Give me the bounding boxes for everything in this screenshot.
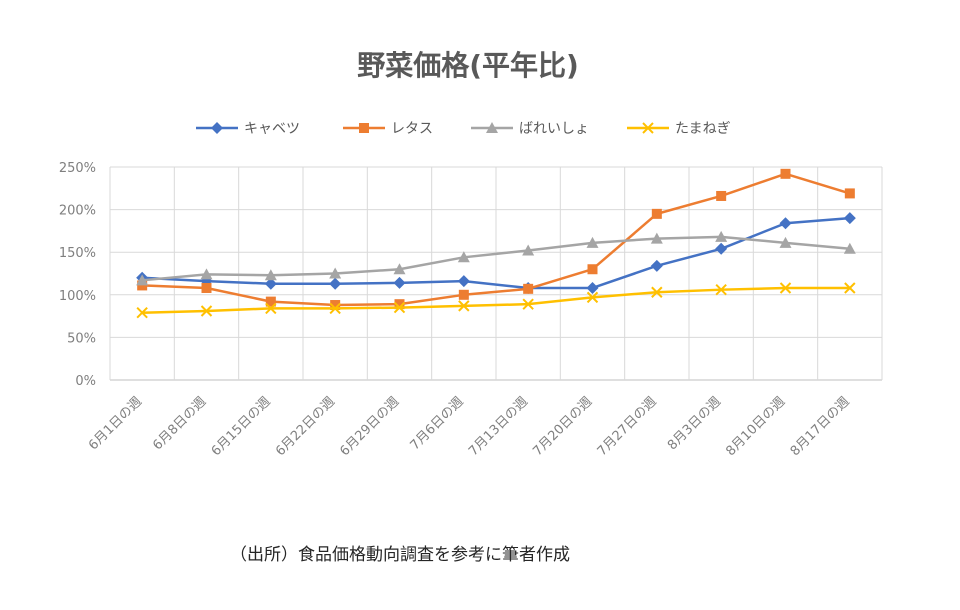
data-point <box>522 298 534 310</box>
x-tick-label: 8月17日の週 <box>788 394 853 459</box>
chart-title: 野菜価格(平年比) <box>357 49 579 82</box>
data-point <box>586 236 599 248</box>
data-point <box>716 190 727 201</box>
data-point <box>200 305 213 317</box>
data-point <box>650 232 663 244</box>
data-point <box>211 122 223 134</box>
data-point <box>844 282 856 294</box>
y-tick-label: 150% <box>59 246 96 261</box>
data-point <box>265 302 277 315</box>
y-tick-label: 0% <box>75 374 96 389</box>
series-たまねぎ <box>136 282 856 319</box>
data-point <box>393 276 406 289</box>
legend-label: ばれいしょ <box>519 121 589 137</box>
x-tick-label: 8月3日の週 <box>665 394 724 453</box>
source-note: （出所）食品価格動向調査を参考に筆者作成 <box>230 545 570 565</box>
data-point <box>264 269 277 281</box>
legend-label: キャベツ <box>244 121 300 137</box>
data-point <box>779 217 792 230</box>
series-lines <box>136 168 856 319</box>
data-point <box>265 296 276 307</box>
data-point <box>137 280 148 291</box>
data-point <box>201 282 212 293</box>
series-ばれいしょ <box>136 230 856 286</box>
y-tick-label: 100% <box>59 289 96 304</box>
data-point <box>329 267 342 279</box>
legend-label: たまねぎ <box>675 121 731 137</box>
data-point <box>330 300 341 311</box>
x-tick-label: 8月10日の週 <box>723 394 788 459</box>
series-line <box>142 172 851 307</box>
data-point <box>586 281 599 294</box>
data-point <box>136 306 148 319</box>
data-point <box>844 188 855 199</box>
legend-item: レタス <box>343 121 433 137</box>
data-point <box>650 259 663 272</box>
data-point <box>458 300 470 312</box>
data-point <box>394 299 405 310</box>
x-axis: 6月1日の週 6月8日の週 6月15日の週 6月22日の週 6月29日の週 7月6日の週 7… <box>86 394 853 459</box>
x-tick-label: 7月27日の週 <box>595 394 660 459</box>
y-axis: 0% 50% 100% 150% 200% 250% <box>59 161 96 389</box>
y-tick-label: 250% <box>59 161 96 176</box>
legend: キャベツ レタス ばれいしょ たまねぎ <box>196 121 731 137</box>
data-point <box>522 244 535 256</box>
data-point <box>264 277 277 290</box>
data-point <box>200 268 213 280</box>
data-point <box>136 274 149 286</box>
data-point <box>393 301 406 314</box>
data-point <box>715 283 727 296</box>
legend-item: キャベツ <box>196 121 300 137</box>
x-tick-label: 6月29日の週 <box>337 394 402 459</box>
series-レタス <box>137 168 855 311</box>
legend-label: レタス <box>391 121 433 137</box>
data-point <box>715 242 728 255</box>
data-point <box>642 122 654 134</box>
data-point <box>523 283 534 294</box>
data-point <box>457 275 470 288</box>
data-point <box>486 122 498 133</box>
data-point <box>843 242 856 254</box>
series-line <box>142 216 850 290</box>
data-point <box>586 291 599 304</box>
x-tick-label: 6月22日の週 <box>273 394 338 459</box>
y-tick-label: 200% <box>59 204 96 219</box>
legend-item: ばれいしょ <box>471 121 589 137</box>
data-point <box>587 264 598 275</box>
data-point <box>715 230 728 242</box>
data-point <box>457 251 470 263</box>
x-tick-label: 6月15日の週 <box>209 394 274 459</box>
y-tick-label: 50% <box>67 331 96 346</box>
data-point <box>779 236 792 248</box>
series-line <box>142 235 850 282</box>
data-point <box>843 212 856 225</box>
x-tick-label: 7月13日の週 <box>466 394 531 459</box>
data-point <box>651 208 662 219</box>
data-point <box>359 123 369 133</box>
data-point <box>780 168 791 179</box>
data-point <box>779 282 792 294</box>
data-point <box>329 302 341 315</box>
legend-item: たまねぎ <box>627 121 731 137</box>
data-point <box>458 289 469 300</box>
data-point <box>393 263 406 275</box>
x-tick-label: 6月1日の週 <box>86 394 145 453</box>
x-tick-label: 7月20日の週 <box>530 394 595 459</box>
x-tick-label: 6月8日の週 <box>150 394 209 453</box>
data-point <box>651 286 663 298</box>
data-point <box>329 277 342 290</box>
series-line <box>142 286 850 314</box>
x-tick-label: 7月6日の週 <box>408 394 467 453</box>
